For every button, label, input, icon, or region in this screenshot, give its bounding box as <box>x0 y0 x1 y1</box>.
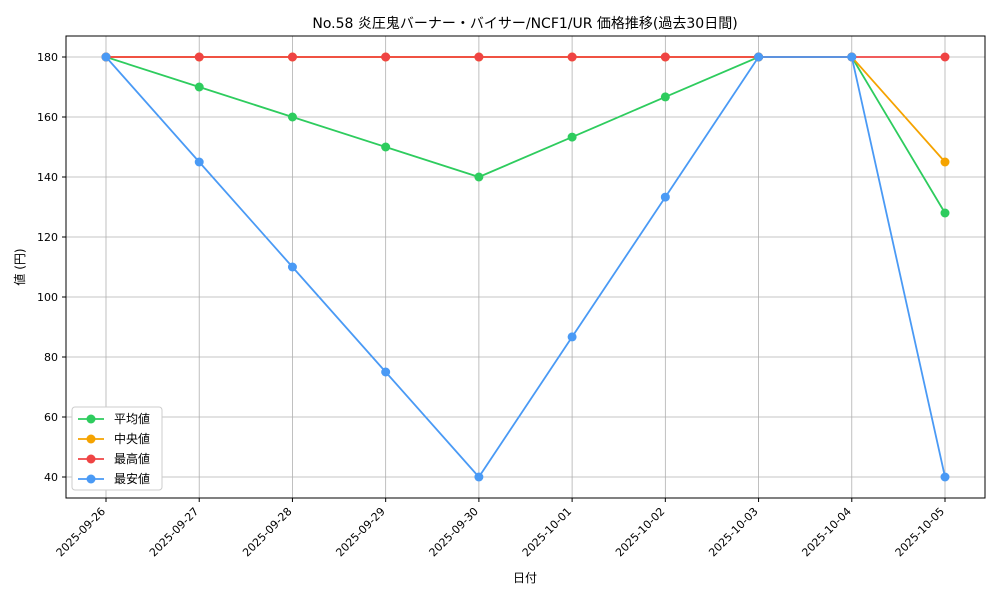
series-line <box>105 56 946 214</box>
data-point <box>474 172 484 182</box>
legend-label: 最高値 <box>114 451 150 466</box>
x-tick-label: 2025-10-03 <box>706 505 760 559</box>
data-point <box>381 142 391 152</box>
data-point <box>381 367 391 377</box>
data-point <box>287 112 297 122</box>
y-axis: 40 60 80 100 120 140 160 180 <box>37 51 66 484</box>
series-0 <box>101 52 950 218</box>
data-point <box>567 52 577 62</box>
data-point <box>194 157 204 167</box>
x-tick-label: 2025-10-05 <box>893 505 947 559</box>
data-point <box>660 92 670 102</box>
series-layer <box>101 52 950 482</box>
x-tick-label: 2025-09-29 <box>333 505 387 559</box>
series-3 <box>101 52 950 482</box>
y-tick-label: 60 <box>44 411 58 424</box>
data-point <box>940 52 950 62</box>
data-point <box>381 52 391 62</box>
x-axis-label: 日付 <box>513 571 537 585</box>
data-point <box>567 132 577 142</box>
data-point <box>847 52 857 62</box>
legend-swatch-marker <box>86 474 96 484</box>
data-point <box>194 82 204 92</box>
x-tick-label: 2025-10-02 <box>613 505 667 559</box>
grid <box>66 36 985 498</box>
data-point <box>474 472 484 482</box>
x-axis: 2025-09-26 2025-09-27 2025-09-28 2025-09-29… <box>54 498 947 559</box>
data-point <box>287 262 297 272</box>
series-1 <box>101 52 950 167</box>
y-tick-label: 160 <box>37 111 58 124</box>
data-point <box>940 208 950 218</box>
x-tick-label: 2025-09-27 <box>147 505 201 559</box>
legend-swatch-marker <box>86 454 96 464</box>
x-tick-label: 2025-09-26 <box>54 505 108 559</box>
data-point <box>754 52 764 62</box>
y-tick-label: 40 <box>44 471 58 484</box>
data-point <box>940 472 950 482</box>
data-point <box>660 192 670 202</box>
legend-label: 中央値 <box>114 431 150 446</box>
y-tick-label: 80 <box>44 351 58 364</box>
data-point <box>287 52 297 62</box>
y-tick-label: 120 <box>37 231 58 244</box>
plot-frame <box>65 35 986 499</box>
data-point <box>660 52 670 62</box>
legend-swatch-marker <box>86 434 96 444</box>
data-point <box>567 332 577 342</box>
series-line <box>105 56 946 479</box>
data-point <box>101 52 111 62</box>
chart-title: No.58 炎圧鬼バーナー・バイサー/NCF1/UR 価格推移(過去30日間) <box>312 16 737 32</box>
legend-box <box>71 406 163 491</box>
series-line <box>106 56 946 163</box>
data-point <box>940 157 950 167</box>
y-axis-label: 値 (円) <box>12 248 27 285</box>
data-point <box>474 52 484 62</box>
y-tick-label: 100 <box>37 291 58 304</box>
y-tick-label: 180 <box>37 51 58 64</box>
data-point <box>194 52 204 62</box>
legend-label: 平均値 <box>114 411 150 426</box>
x-tick-label: 2025-10-04 <box>799 505 853 559</box>
x-tick-label: 2025-09-28 <box>240 505 294 559</box>
y-tick-label: 140 <box>37 171 58 184</box>
legend-label: 最安値 <box>114 471 150 486</box>
legend-swatch-marker <box>86 414 96 424</box>
x-tick-label: 2025-09-30 <box>427 505 481 559</box>
x-tick-label: 2025-10-01 <box>520 505 574 559</box>
